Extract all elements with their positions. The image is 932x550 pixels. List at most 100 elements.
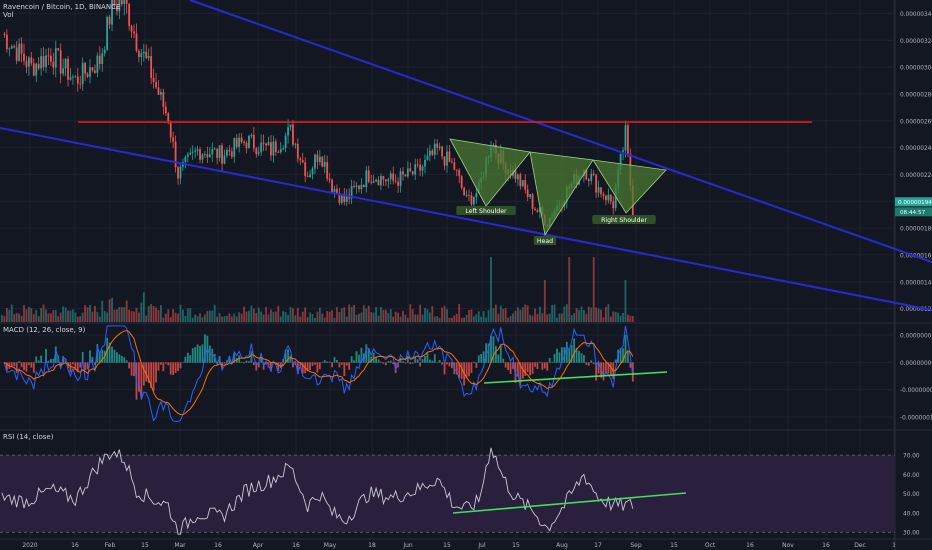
macd-histogram-bar bbox=[605, 362, 607, 374]
candle-body bbox=[524, 180, 527, 190]
left-shoulder-shape bbox=[449, 138, 531, 207]
macd-histogram-bar bbox=[328, 361, 331, 363]
x-tick: Apr bbox=[253, 542, 264, 549]
candle-body bbox=[111, 0, 113, 25]
macd-histogram-bar bbox=[76, 362, 79, 373]
volume-bar bbox=[421, 314, 424, 322]
volume-bar bbox=[355, 314, 358, 322]
volume-bar bbox=[260, 311, 263, 322]
volume-bar bbox=[480, 316, 483, 322]
price-y-tick: 0.00000240 bbox=[900, 146, 932, 152]
candle-body bbox=[13, 46, 16, 48]
volume-bar bbox=[482, 311, 485, 322]
volume-bar bbox=[15, 313, 18, 322]
volume-bar bbox=[494, 304, 497, 322]
candle-body bbox=[157, 87, 160, 95]
macd-histogram-bar bbox=[402, 361, 404, 363]
macd-histogram-bar bbox=[211, 348, 214, 363]
volume-bar bbox=[541, 313, 544, 322]
macd-histogram-bar bbox=[516, 362, 519, 377]
candle-body bbox=[233, 138, 236, 157]
candle-body bbox=[262, 142, 265, 144]
price-y-tick: 0.00000300 bbox=[900, 66, 932, 72]
candle-body bbox=[336, 188, 338, 194]
macd-histogram-bar bbox=[365, 344, 368, 363]
volume-bar bbox=[221, 316, 223, 322]
macd-histogram-bar bbox=[10, 362, 13, 367]
volume-bar bbox=[399, 316, 402, 322]
volume-bar bbox=[336, 306, 338, 322]
candle-body bbox=[169, 123, 172, 138]
volume-bar bbox=[186, 308, 189, 322]
macd-histogram-bar bbox=[52, 358, 55, 363]
macd-histogram-bar bbox=[265, 362, 267, 365]
macd-histogram-bar bbox=[260, 358, 263, 363]
candle-body bbox=[27, 57, 30, 67]
volume-bar bbox=[240, 313, 243, 322]
macd-histogram-bar bbox=[438, 359, 441, 363]
volume-bar bbox=[235, 316, 238, 322]
macd-histogram-bar bbox=[348, 362, 351, 370]
candle-body bbox=[453, 162, 456, 170]
macd-histogram-bar bbox=[128, 362, 131, 369]
volume-bar bbox=[279, 316, 282, 322]
volume-bar bbox=[196, 316, 199, 322]
volume-bar bbox=[455, 313, 458, 322]
candle-body bbox=[270, 142, 272, 156]
volume-bar bbox=[380, 306, 382, 322]
candle-body bbox=[10, 46, 13, 49]
macd-histogram-bar bbox=[243, 362, 245, 364]
volume-bar bbox=[587, 306, 590, 322]
candle-body bbox=[392, 173, 395, 181]
volume-bar bbox=[94, 305, 96, 322]
volume-bar bbox=[590, 307, 593, 322]
volume-bar bbox=[446, 308, 448, 322]
macd-histogram-bar bbox=[487, 343, 490, 363]
candle-body bbox=[321, 156, 324, 167]
rsi-y-tick: 70.00 bbox=[903, 454, 920, 460]
candle-body bbox=[72, 76, 74, 78]
macd-histogram-bar bbox=[509, 362, 512, 374]
volume-bar bbox=[248, 310, 250, 322]
macd-histogram-bar bbox=[50, 358, 52, 363]
candle-body bbox=[245, 142, 248, 149]
macd-histogram-bar bbox=[392, 362, 395, 365]
volume-bar bbox=[370, 312, 373, 322]
macd-histogram-bar bbox=[512, 362, 514, 369]
volume-bar bbox=[98, 316, 101, 322]
macd-histogram-bar bbox=[551, 361, 554, 363]
candle-body bbox=[516, 174, 519, 180]
candle-body bbox=[257, 152, 260, 154]
volume-bar bbox=[411, 309, 414, 322]
macd-histogram-bar bbox=[414, 356, 417, 363]
macd-histogram-bar bbox=[130, 362, 133, 376]
volume-bar bbox=[318, 307, 321, 322]
volume-bar bbox=[13, 314, 16, 322]
macd-histogram-bar bbox=[627, 351, 629, 363]
volume-bar bbox=[282, 311, 285, 322]
candle-body bbox=[167, 113, 170, 124]
macd-histogram-bar bbox=[499, 344, 502, 363]
macd-histogram-bar bbox=[98, 353, 101, 363]
volume-bar bbox=[583, 310, 585, 322]
volume-bar bbox=[340, 308, 343, 322]
countdown-tag: 08:44:57 bbox=[900, 210, 926, 216]
macd-histogram-bar bbox=[228, 356, 231, 363]
volume-bar bbox=[314, 317, 316, 322]
candle-body bbox=[404, 174, 407, 177]
volume-bar bbox=[438, 317, 441, 322]
candle-body bbox=[304, 162, 307, 177]
volume-bar bbox=[47, 313, 50, 322]
macd-histogram-bar bbox=[419, 362, 421, 367]
volume-bar bbox=[428, 312, 431, 322]
macd-histogram-bar bbox=[306, 362, 309, 372]
volume-bar bbox=[172, 309, 175, 322]
volume-bar bbox=[301, 311, 304, 322]
macd-histogram-bar bbox=[155, 362, 157, 383]
candles bbox=[3, 0, 634, 229]
volume-bar bbox=[519, 309, 522, 322]
volume-bar bbox=[416, 314, 419, 322]
candle-body bbox=[399, 171, 402, 186]
volume-bar bbox=[414, 314, 417, 322]
